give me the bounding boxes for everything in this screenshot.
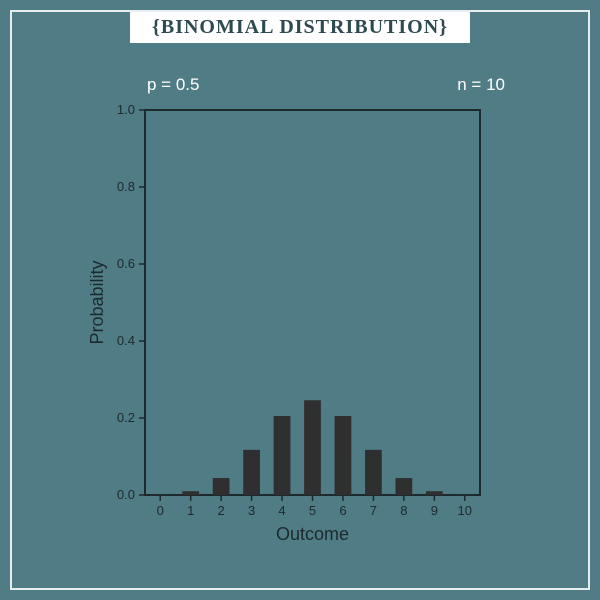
xtick-label: 1 (187, 503, 194, 518)
param-p: p = 0.5 (147, 75, 199, 95)
xtick-label: 3 (248, 503, 255, 518)
bar (426, 491, 443, 495)
xtick-label: 2 (218, 503, 225, 518)
bar (243, 450, 260, 495)
bar (395, 478, 412, 495)
xtick-label: 0 (157, 503, 164, 518)
xtick-label: 8 (400, 503, 407, 518)
chart-title: {BINOMIAL DISTRIBUTION} (130, 12, 470, 43)
ytick-label: 0.6 (117, 256, 135, 271)
bar (213, 478, 230, 495)
ytick-label: 0.0 (117, 487, 135, 502)
ytick-label: 1.0 (117, 105, 135, 117)
xtick-label: 6 (339, 503, 346, 518)
param-n: n = 10 (457, 75, 505, 95)
xtick-label: 4 (278, 503, 285, 518)
xtick-label: 9 (431, 503, 438, 518)
bar (365, 450, 382, 495)
ytick-label: 0.2 (117, 410, 135, 425)
binomial-chart: 0.0 0.2 0.4 0.6 0.8 1.0 0 1 2 3 4 5 6 7 8 9 10 Outcome Pro… (90, 105, 490, 555)
x-axis-label: Outcome (276, 524, 349, 544)
bar (182, 491, 199, 495)
xtick-label: 7 (370, 503, 377, 518)
y-axis-label: Probability (90, 260, 107, 344)
chart-svg: 0.0 0.2 0.4 0.6 0.8 1.0 0 1 2 3 4 5 6 7 8 9 10 Outcome Pro… (90, 105, 490, 555)
ytick-label: 0.8 (117, 179, 135, 194)
ytick-label: 0.4 (117, 333, 135, 348)
bar (335, 416, 352, 495)
xtick-label: 10 (458, 503, 472, 518)
bar (274, 416, 291, 495)
bar (304, 400, 321, 495)
xtick-label: 5 (309, 503, 316, 518)
